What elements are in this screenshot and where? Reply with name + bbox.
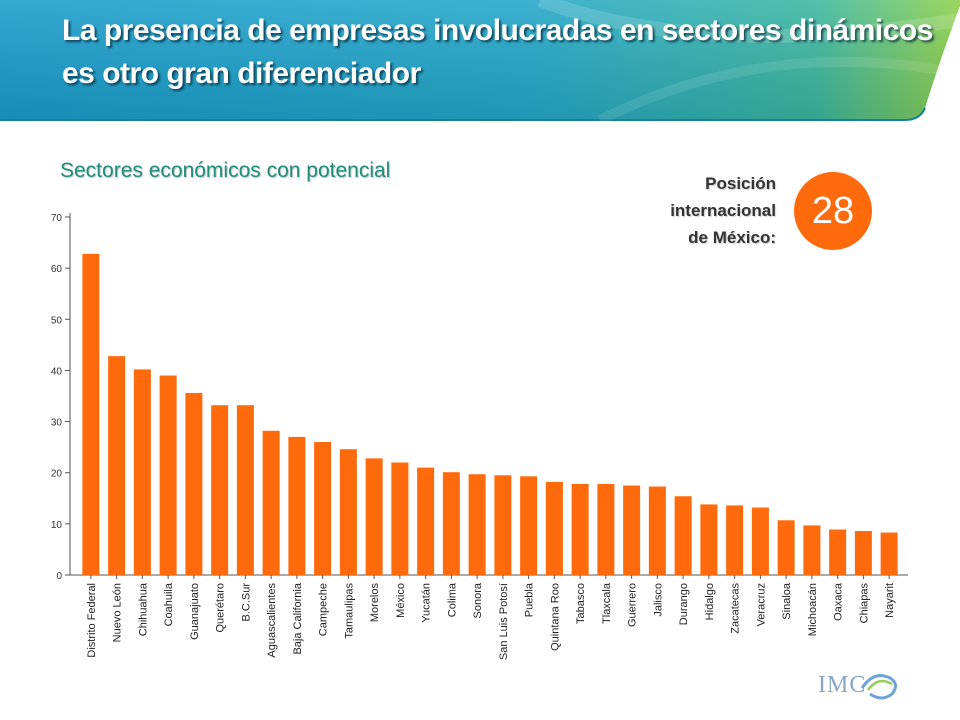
bar <box>674 496 692 575</box>
x-tick-label: México <box>395 583 407 618</box>
x-tick-label: Zacatecas <box>730 583 742 634</box>
x-tick-label: Chiapas <box>858 583 870 624</box>
y-tick-label: 50 <box>51 315 63 326</box>
bar <box>288 436 306 575</box>
x-tick-label: Guanajuato <box>189 583 201 640</box>
chart-subtitle: Sectores económicos con potencial <box>60 159 391 182</box>
x-tick-label: Hidalgo <box>704 583 716 620</box>
x-tick-label: Tabasco <box>575 583 587 624</box>
bar <box>391 462 409 575</box>
x-tick-label: Oaxaca <box>833 582 845 621</box>
bar <box>597 483 615 575</box>
x-tick-label: Veracruz <box>755 583 767 626</box>
bar <box>803 525 821 575</box>
x-tick-label: Sinaloa <box>781 582 793 620</box>
bar-chart: 0 10 20 30 40 50 60 70 Distrito Federal Nuevo Leó… <box>51 213 908 660</box>
bar <box>417 467 435 575</box>
logo-text: IMC <box>818 672 867 698</box>
page-title-line-2: es otro gran diferenciador <box>62 57 421 90</box>
y-tick-label: 60 <box>51 264 63 275</box>
x-tick-label: Jalisco <box>652 583 664 617</box>
x-tick-label: Querétaro <box>215 583 227 633</box>
x-tick-label: Aguascalientes <box>266 583 278 658</box>
ranking-label: Posición internacional de México: <box>640 170 776 251</box>
title-banner <box>0 0 960 125</box>
logo-swirl-icon <box>860 674 897 700</box>
y-tick-label: 20 <box>51 469 63 480</box>
bar <box>700 504 718 575</box>
x-tick-label: Morelos <box>369 583 381 623</box>
bar <box>520 476 538 575</box>
bar <box>365 458 383 575</box>
x-tick-label: Yucatán <box>421 583 433 623</box>
page-title-line-1: La presencia de empresas involucradas en… <box>62 14 933 47</box>
bar <box>571 483 589 575</box>
x-tick-label: B.C.Sur <box>240 583 252 622</box>
ranking-label-line-1: Posición <box>705 174 776 193</box>
y-tick-label: 70 <box>51 213 63 224</box>
bar <box>648 486 666 575</box>
x-tick-label: Michoacán <box>807 583 819 636</box>
bar <box>185 392 203 575</box>
x-tick-label: Campeche <box>318 583 330 636</box>
x-tick-label: Coahuila <box>163 582 175 626</box>
x-tick-label: Quintana Roo <box>549 583 561 651</box>
y-tick-label: 0 <box>56 571 62 582</box>
x-tick-label: Guerrero <box>627 583 639 627</box>
x-tick-label: Puebla <box>524 582 536 617</box>
bar <box>314 442 332 575</box>
bar <box>726 505 744 575</box>
imco-logo: IMC <box>818 668 908 708</box>
bar <box>829 529 847 575</box>
bar <box>262 430 280 575</box>
x-tick-label: Tamaulipas <box>343 583 355 639</box>
bar <box>880 532 898 575</box>
ranking-label-line-2: internacional <box>670 201 776 220</box>
x-tick-label: San Luis Potosí <box>498 583 510 660</box>
bar <box>133 369 151 575</box>
x-tick-label: Nayarit <box>884 583 896 618</box>
ranking-badge: 28 <box>794 172 872 250</box>
x-tick-label: Baja California <box>292 582 304 654</box>
bar <box>468 474 486 575</box>
x-tick-label: Colima <box>446 582 458 617</box>
y-tick-label: 10 <box>51 520 63 531</box>
bar <box>777 520 795 575</box>
bar <box>82 253 100 575</box>
x-tick-label: Chihuahua <box>137 582 149 636</box>
bar <box>545 481 563 575</box>
x-tick-label: Nuevo León <box>112 583 124 642</box>
bar <box>494 475 512 575</box>
bar <box>623 485 641 575</box>
bar <box>159 375 177 575</box>
bar <box>211 405 229 575</box>
x-tick-label: Tlaxcala <box>601 582 613 624</box>
x-tick-label: Durango <box>678 583 690 625</box>
ranking-label-line-3: de México: <box>688 228 776 247</box>
x-tick-label: Sonora <box>472 582 484 618</box>
bar <box>108 356 126 575</box>
y-tick-label: 40 <box>51 366 63 377</box>
bar <box>442 472 460 575</box>
x-tick-label: Distrito Federal <box>86 583 98 658</box>
bar <box>854 531 872 575</box>
bar <box>339 449 357 575</box>
bar <box>751 507 769 575</box>
bar <box>236 405 254 575</box>
y-tick-label: 30 <box>51 418 63 429</box>
